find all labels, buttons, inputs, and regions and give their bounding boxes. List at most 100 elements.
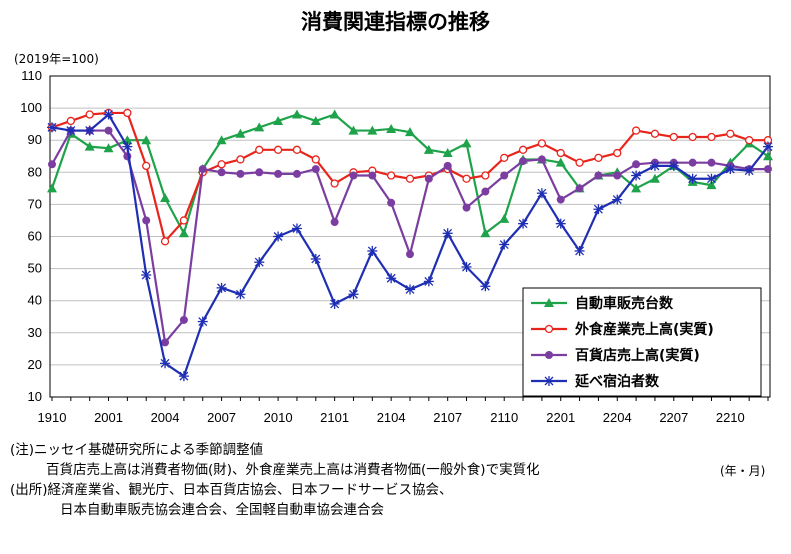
data-point [255,145,264,154]
data-point [387,198,396,207]
data-point [424,174,433,183]
data-point [612,194,623,205]
data-point [763,151,773,161]
data-point [405,284,415,295]
data-point [649,160,660,171]
data-point [367,245,378,256]
y-tick-label: 10 [28,389,42,404]
data-point [593,204,604,215]
data-point [461,261,472,272]
data-point [179,315,188,324]
x-tick-label: 2107 [433,410,462,425]
data-point [217,160,226,169]
data-point [518,145,528,154]
notes: (注)ニッセイ基礎研究所による季節調整値 百貨店売上高は消費者物価(財)、外食産… [10,440,540,520]
data-point [311,155,320,164]
data-point [406,250,414,259]
data-point [649,173,660,183]
y-tick-label: 40 [28,293,42,308]
data-point [216,282,227,293]
x-tick-label: 2007 [207,410,236,425]
data-point [499,239,510,250]
data-point [462,203,471,212]
data-point [631,183,642,193]
data-point [706,180,717,190]
data-point [178,228,189,238]
x-tick-label: 2001 [94,410,123,425]
data-point [330,218,339,227]
data-point [330,179,339,188]
source-line-1: (出所)経済産業省、観光庁、日本百貨店協会、日本フードサービス協会、 [10,482,453,498]
data-point [179,216,189,225]
data-point [763,141,773,152]
data-point [442,148,453,158]
data-point [85,110,94,119]
data-point [481,187,490,196]
y-unit-label: (2019年=100) [14,52,99,66]
data-point [632,160,641,169]
note-line-1: (注)ニッセイ基礎研究所による季節調整値 [10,442,264,458]
x-tick-label: 2010 [264,410,293,425]
data-point [103,109,114,120]
data-point [329,298,340,309]
y-tick-label: 70 [28,196,42,211]
data-point [386,123,397,133]
data-point [348,125,359,135]
data-point [292,169,301,178]
data-point [725,164,736,175]
data-point [631,170,642,181]
data-point [500,171,509,180]
x-unit-label: (年・月) [720,464,766,478]
chart-title: 消費関連指標の推移 [301,10,490,34]
data-point [544,298,554,307]
data-point [236,155,245,164]
legend-label: 外食産業売上高(実質) [575,321,714,338]
data-point [349,171,358,180]
y-tick-label: 60 [28,229,42,244]
y-axis: 10 20 30 40 50 60 70 80 90 100 110 [20,68,42,404]
line-chart: 10 20 30 40 50 60 70 80 90 100 110 1910 2001 2004 200… [20,68,773,425]
data-point [122,141,133,152]
data-point [574,245,585,256]
data-point [47,122,57,133]
data-point [726,129,735,138]
data-point [631,126,641,135]
series-4 [47,109,773,382]
data-point [273,231,284,242]
source-line-2: 日本自動車販売協会連合会、全国軽自動車協会連合会 [60,502,384,518]
data-point [65,125,76,136]
data-point [292,145,302,154]
data-point [160,192,171,202]
data-point [141,135,152,145]
data-point [613,171,622,180]
data-point [198,165,207,174]
x-tick-label: 1910 [38,410,67,425]
data-point [500,153,509,163]
data-point [556,148,565,158]
data-point [254,257,265,268]
data-point [423,144,434,154]
data-point [707,158,716,167]
x-tick-label: 2201 [546,410,575,425]
data-point [707,132,716,142]
data-point [48,160,56,169]
data-point [387,171,396,180]
x-tick-label: 2210 [716,410,745,425]
data-point [555,218,566,229]
y-tick-label: 100 [20,100,42,115]
data-point [274,169,283,178]
data-point [273,145,283,154]
y-tick-label: 80 [28,164,42,179]
data-point [480,281,491,292]
series-group [47,108,773,382]
data-point [123,108,132,118]
data-point [687,173,698,184]
data-point [688,132,697,142]
data-point [273,115,284,125]
x-tick-label: 2104 [377,410,406,425]
data-point [291,109,302,119]
data-point [594,153,603,163]
data-point [84,125,95,136]
data-point [442,228,453,239]
